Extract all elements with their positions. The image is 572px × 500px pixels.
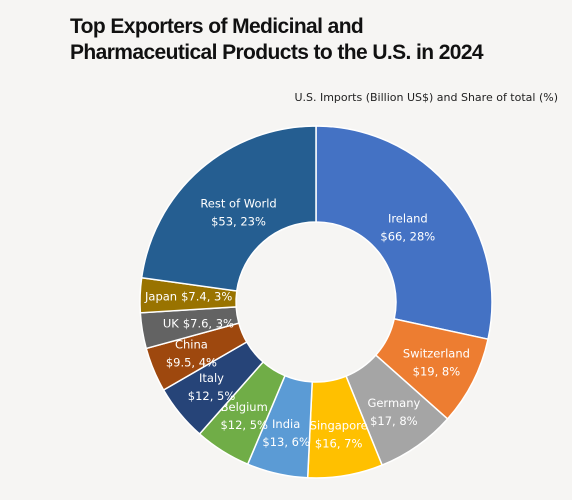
slice-label: Switzerland xyxy=(403,347,470,361)
slice-label: Belgium xyxy=(221,400,268,414)
slice-label: Singapore xyxy=(310,419,368,433)
slice-label: Germany xyxy=(367,396,420,410)
slice-label: Ireland xyxy=(388,211,428,225)
value-label: $16, 7% xyxy=(315,437,363,451)
value-label: $53, 23% xyxy=(211,214,266,228)
slice-label: Italy xyxy=(199,371,224,385)
chart-title: Top Exporters of Medicinal and Pharmaceu… xyxy=(70,15,484,64)
value-label: $7.4, 3% xyxy=(181,289,232,303)
slice xyxy=(140,125,317,292)
value-label: $7.6, 3% xyxy=(183,317,234,331)
value-label: $9.5, 4% xyxy=(166,355,217,369)
value-label: $19, 8% xyxy=(413,365,461,379)
value-label: $17, 8% xyxy=(370,414,418,428)
chart-subtitle: U.S. Imports (Billion US$) and Share of … xyxy=(294,91,558,104)
slice-label: India xyxy=(272,417,300,431)
slice-label: Japan xyxy=(144,289,177,303)
slice-label: UK xyxy=(163,317,179,331)
slice xyxy=(315,125,493,341)
slice-label: Rest of World xyxy=(200,196,276,210)
slice-label: China xyxy=(175,337,208,351)
value-label: $12, 5% xyxy=(188,389,236,403)
value-label: $13, 6% xyxy=(262,435,310,449)
value-label: $66, 28% xyxy=(380,229,435,243)
value-label: $12, 5% xyxy=(220,418,268,432)
